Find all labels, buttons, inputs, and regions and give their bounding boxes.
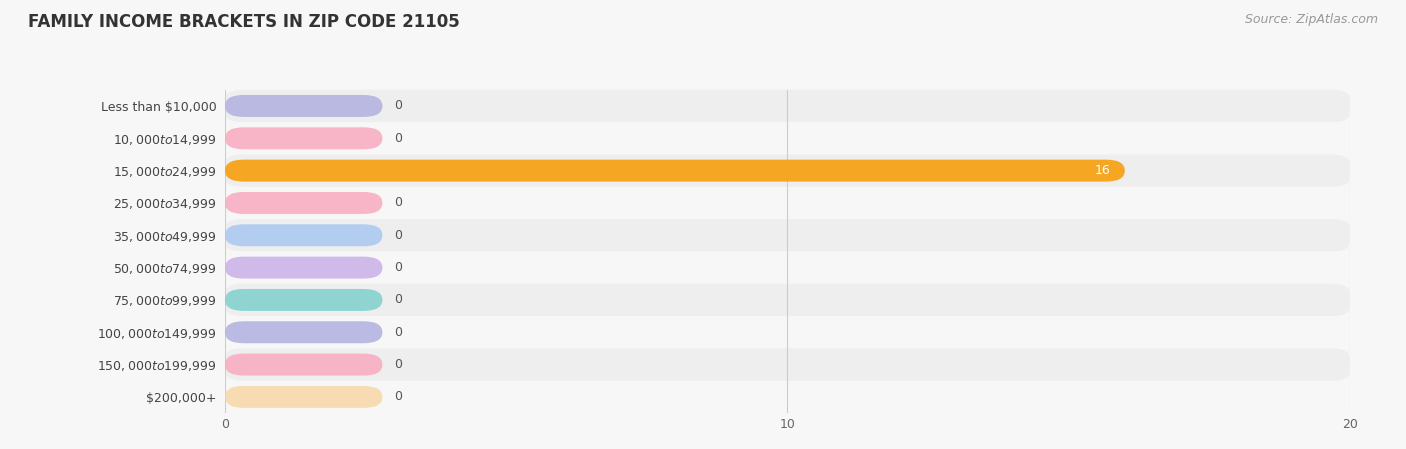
FancyBboxPatch shape <box>225 219 1350 251</box>
FancyBboxPatch shape <box>225 316 1350 348</box>
FancyBboxPatch shape <box>225 348 1350 381</box>
FancyBboxPatch shape <box>225 257 382 278</box>
Text: 0: 0 <box>394 229 402 242</box>
FancyBboxPatch shape <box>225 321 382 343</box>
FancyBboxPatch shape <box>225 154 1350 187</box>
FancyBboxPatch shape <box>225 381 1350 413</box>
FancyBboxPatch shape <box>225 192 382 214</box>
Text: 0: 0 <box>394 358 402 371</box>
FancyBboxPatch shape <box>225 284 1350 316</box>
FancyBboxPatch shape <box>225 187 1350 219</box>
Text: 0: 0 <box>394 294 402 306</box>
FancyBboxPatch shape <box>225 251 1350 284</box>
FancyBboxPatch shape <box>225 122 1350 154</box>
Text: 0: 0 <box>394 326 402 339</box>
Text: 0: 0 <box>394 261 402 274</box>
Text: 0: 0 <box>394 391 402 403</box>
FancyBboxPatch shape <box>225 95 382 117</box>
FancyBboxPatch shape <box>225 224 382 246</box>
Text: Source: ZipAtlas.com: Source: ZipAtlas.com <box>1244 13 1378 26</box>
FancyBboxPatch shape <box>225 354 382 375</box>
Text: 0: 0 <box>394 100 402 112</box>
Text: 0: 0 <box>394 197 402 209</box>
FancyBboxPatch shape <box>225 90 1350 122</box>
FancyBboxPatch shape <box>225 128 382 149</box>
FancyBboxPatch shape <box>225 386 382 408</box>
Text: FAMILY INCOME BRACKETS IN ZIP CODE 21105: FAMILY INCOME BRACKETS IN ZIP CODE 21105 <box>28 13 460 31</box>
FancyBboxPatch shape <box>225 160 1125 181</box>
FancyBboxPatch shape <box>225 289 382 311</box>
Text: 0: 0 <box>394 132 402 145</box>
Text: 16: 16 <box>1095 164 1111 177</box>
